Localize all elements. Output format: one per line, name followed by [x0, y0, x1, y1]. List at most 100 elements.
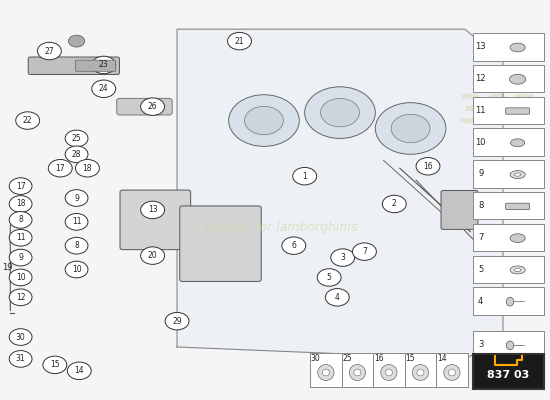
- Text: 21: 21: [235, 37, 244, 46]
- Circle shape: [416, 158, 440, 175]
- Polygon shape: [177, 29, 503, 359]
- FancyBboxPatch shape: [117, 98, 172, 115]
- FancyBboxPatch shape: [473, 33, 544, 60]
- Circle shape: [65, 261, 88, 278]
- Circle shape: [16, 112, 40, 129]
- Circle shape: [65, 190, 88, 206]
- Circle shape: [75, 160, 100, 177]
- Text: 20: 20: [148, 251, 157, 260]
- Text: 17: 17: [56, 164, 65, 173]
- Text: 18: 18: [82, 164, 92, 173]
- FancyBboxPatch shape: [310, 353, 342, 387]
- Ellipse shape: [444, 364, 460, 380]
- Text: 16: 16: [374, 354, 383, 363]
- Text: 4: 4: [478, 296, 483, 306]
- FancyBboxPatch shape: [505, 203, 530, 210]
- Circle shape: [67, 362, 91, 380]
- Text: 26: 26: [148, 102, 157, 111]
- Ellipse shape: [510, 234, 525, 242]
- Text: 23: 23: [99, 60, 108, 70]
- Text: 5: 5: [327, 273, 332, 282]
- Circle shape: [65, 214, 88, 230]
- Circle shape: [391, 114, 430, 143]
- Ellipse shape: [514, 173, 521, 176]
- Text: 2: 2: [392, 200, 397, 208]
- Text: 15: 15: [405, 354, 415, 363]
- FancyBboxPatch shape: [75, 60, 116, 71]
- Text: 3: 3: [340, 253, 345, 262]
- Text: 27: 27: [45, 46, 54, 56]
- FancyBboxPatch shape: [473, 160, 544, 188]
- Text: 30: 30: [311, 354, 321, 363]
- Text: 13: 13: [475, 42, 486, 51]
- Text: 30: 30: [16, 332, 25, 342]
- Text: 13: 13: [148, 206, 157, 214]
- Text: 18: 18: [16, 200, 25, 208]
- Text: 31: 31: [16, 354, 25, 363]
- Text: 1: 1: [302, 172, 307, 181]
- Ellipse shape: [510, 43, 525, 52]
- Circle shape: [92, 80, 116, 98]
- Text: 10: 10: [72, 265, 81, 274]
- Circle shape: [37, 42, 62, 60]
- Text: 11: 11: [475, 106, 486, 115]
- Circle shape: [245, 106, 283, 135]
- Text: 6: 6: [292, 241, 296, 250]
- Text: 385: 385: [457, 94, 538, 132]
- Circle shape: [9, 329, 32, 345]
- Text: 11: 11: [16, 233, 25, 242]
- Circle shape: [65, 237, 88, 254]
- Circle shape: [48, 160, 72, 177]
- Text: 22: 22: [23, 116, 32, 125]
- FancyBboxPatch shape: [28, 57, 119, 74]
- Text: 14: 14: [437, 354, 447, 363]
- Circle shape: [382, 195, 406, 213]
- Circle shape: [326, 288, 349, 306]
- FancyBboxPatch shape: [473, 256, 544, 283]
- Circle shape: [228, 32, 251, 50]
- FancyBboxPatch shape: [473, 354, 544, 389]
- Circle shape: [375, 103, 446, 154]
- Ellipse shape: [381, 364, 397, 380]
- Circle shape: [43, 356, 67, 374]
- Text: 17: 17: [16, 182, 25, 190]
- Ellipse shape: [510, 171, 525, 178]
- Circle shape: [321, 98, 359, 127]
- FancyBboxPatch shape: [373, 353, 405, 387]
- Text: 9: 9: [478, 170, 483, 178]
- Circle shape: [305, 87, 375, 138]
- Text: 25: 25: [342, 354, 352, 363]
- Text: 7: 7: [362, 247, 367, 256]
- FancyBboxPatch shape: [473, 97, 544, 124]
- Text: 10: 10: [16, 273, 25, 282]
- Text: 7: 7: [478, 233, 483, 242]
- Text: 9: 9: [74, 194, 79, 202]
- Ellipse shape: [318, 364, 334, 380]
- FancyBboxPatch shape: [441, 190, 478, 229]
- Ellipse shape: [506, 297, 514, 306]
- Circle shape: [65, 146, 88, 163]
- Circle shape: [9, 178, 32, 194]
- Circle shape: [9, 289, 32, 306]
- Circle shape: [165, 312, 189, 330]
- Circle shape: [9, 350, 32, 367]
- Circle shape: [9, 196, 32, 212]
- FancyBboxPatch shape: [473, 192, 544, 220]
- Ellipse shape: [322, 369, 329, 376]
- Text: 10: 10: [475, 138, 486, 147]
- Ellipse shape: [509, 74, 526, 84]
- Text: 4: 4: [335, 293, 340, 302]
- FancyBboxPatch shape: [180, 206, 261, 282]
- FancyBboxPatch shape: [473, 331, 544, 358]
- Text: 5: 5: [478, 265, 483, 274]
- Ellipse shape: [510, 266, 525, 274]
- FancyBboxPatch shape: [120, 190, 191, 250]
- FancyBboxPatch shape: [505, 108, 530, 114]
- FancyBboxPatch shape: [473, 224, 544, 251]
- Text: 24: 24: [99, 84, 108, 93]
- Circle shape: [293, 168, 317, 185]
- Circle shape: [9, 269, 32, 286]
- FancyBboxPatch shape: [473, 128, 544, 156]
- Circle shape: [65, 130, 88, 147]
- Text: 12: 12: [16, 293, 25, 302]
